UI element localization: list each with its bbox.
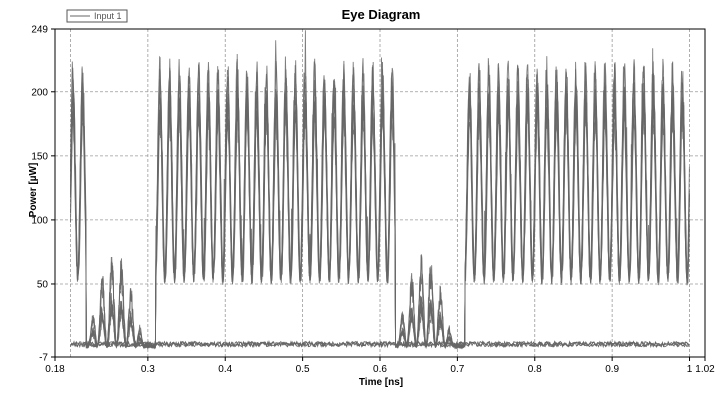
x-tick-label: 0.18 xyxy=(45,364,65,375)
y-tick-label: 200 xyxy=(31,87,48,98)
y-axis-label: Power [µW] xyxy=(28,163,39,218)
x-tick-label: 1 xyxy=(687,364,693,375)
x-axis-label: Time [ns] xyxy=(359,377,403,388)
y-tick-label: 100 xyxy=(31,215,48,226)
series-rail-input-1 xyxy=(70,340,690,349)
x-tick-label: 1.02 xyxy=(695,364,715,375)
legend-label: Input 1 xyxy=(94,11,122,21)
x-tick-label: 0.7 xyxy=(450,364,464,375)
x-tick-label: 0.4 xyxy=(218,364,232,375)
y-tick-label: 50 xyxy=(37,279,49,290)
legend-box xyxy=(66,9,128,23)
x-axis-ticks: 0.18 0.3 0.4 0.5 0.6 0.7 0.8 0.9 1 1.02 xyxy=(45,357,715,375)
y-tick-label: -7 xyxy=(39,353,48,364)
legend[interactable]: Input 1 xyxy=(66,9,128,23)
x-tick-label: 0.5 xyxy=(296,364,310,375)
x-tick-label: 0.6 xyxy=(373,364,387,375)
series-rail-input-1 xyxy=(70,340,690,349)
x-tick-label: 0.8 xyxy=(528,364,542,375)
y-axis-ticks: -7 50 100 150 200 249 xyxy=(31,25,55,364)
series-line-input-1 xyxy=(70,76,690,350)
x-tick-label: 0.9 xyxy=(605,364,619,375)
chart-title: Eye Diagram xyxy=(342,7,421,22)
y-tick-label: 249 xyxy=(31,25,48,36)
y-tick-label: 150 xyxy=(31,151,48,162)
x-tick-label: 0.3 xyxy=(141,364,155,375)
trace-layer xyxy=(70,30,690,350)
